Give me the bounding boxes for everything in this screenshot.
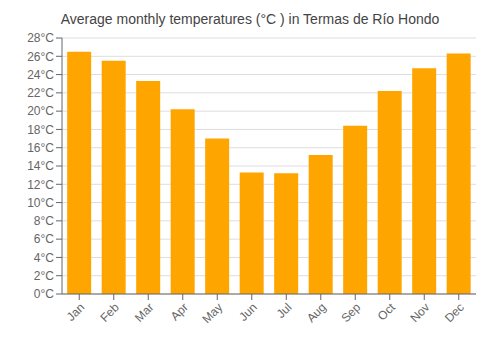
svg-text:20°C: 20°C xyxy=(27,104,54,118)
html-text:Average monthly temperatures (: Average monthly temperatures (°C ) in Te… xyxy=(60,11,440,27)
svg-text:Jun: Jun xyxy=(236,300,260,324)
svg-text:24°C: 24°C xyxy=(27,68,54,82)
svg-text:16°C: 16°C xyxy=(27,141,54,155)
svg-text:4°C: 4°C xyxy=(34,251,54,265)
svg-text:Sep: Sep xyxy=(338,300,363,325)
svg-text:Jan: Jan xyxy=(64,300,88,324)
svg-text:8°C: 8°C xyxy=(34,214,54,228)
svg-text:Nov: Nov xyxy=(407,300,432,325)
svg-text:Feb: Feb xyxy=(97,300,122,325)
svg-text:2°C: 2°C xyxy=(34,269,54,283)
svg-text:Mar: Mar xyxy=(132,300,157,325)
svg-text:Jul: Jul xyxy=(274,300,295,321)
svg-text:Oct: Oct xyxy=(375,300,399,324)
svg-text:26°C: 26°C xyxy=(27,50,54,64)
svg-text:18°C: 18°C xyxy=(27,123,54,137)
svg-text:14°C: 14°C xyxy=(27,159,54,173)
svg-text:12°C: 12°C xyxy=(27,178,54,192)
svg-text:28°C: 28°C xyxy=(27,31,54,45)
svg-text:Apr: Apr xyxy=(168,300,191,323)
svg-text:Aug: Aug xyxy=(304,300,329,325)
svg-text:0°C: 0°C xyxy=(34,287,54,301)
svg-text:22°C: 22°C xyxy=(27,86,54,100)
svg-text:May: May xyxy=(199,300,225,326)
svg-text:10°C: 10°C xyxy=(27,196,54,210)
svg-text:6°C: 6°C xyxy=(34,232,54,246)
svg-text:Dec: Dec xyxy=(442,300,467,325)
